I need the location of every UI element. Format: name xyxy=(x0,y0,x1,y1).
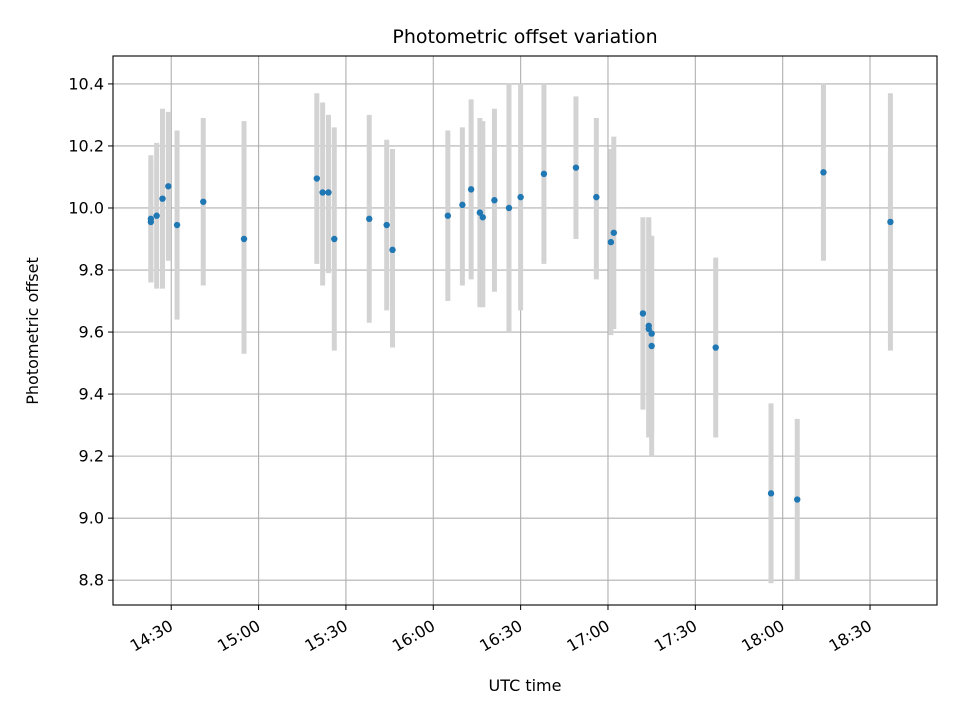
y-axis: 8.8 9.0 9.2 9.4 9.6 9.8 10.0 10.2 10.4 xyxy=(68,74,113,590)
data-point xyxy=(491,197,498,204)
data-point xyxy=(153,212,160,219)
data-point xyxy=(444,212,452,219)
y-tick-label: 10.2 xyxy=(68,136,104,155)
data-point xyxy=(467,186,475,193)
data-point xyxy=(610,229,618,236)
chart-title: Photometric offset variation xyxy=(392,26,657,48)
grid xyxy=(113,56,937,605)
data-point xyxy=(639,310,647,317)
data-point xyxy=(517,193,524,201)
data-point xyxy=(476,209,484,216)
plot-area-frame xyxy=(112,55,938,606)
y-axis-label: Photometric offset xyxy=(23,257,42,405)
y-tick-label: 9.8 xyxy=(79,261,104,280)
x-axis-label: UTC time xyxy=(489,676,562,695)
data-point xyxy=(319,189,326,196)
y-tick-label: 9.0 xyxy=(79,509,104,528)
y-tick-label: 10.4 xyxy=(68,74,104,93)
data-point xyxy=(200,198,207,205)
data-point xyxy=(712,344,719,351)
data-point xyxy=(173,221,181,229)
data-point xyxy=(607,238,615,246)
data-point xyxy=(572,164,580,171)
data-point xyxy=(887,218,894,226)
data-point xyxy=(767,490,775,497)
data-point xyxy=(325,189,332,196)
data-point xyxy=(383,221,390,229)
y-tick-label: 9.4 xyxy=(79,385,104,404)
y-tick-label: 8.8 xyxy=(79,571,104,590)
data-point xyxy=(540,170,548,178)
y-tick-label: 9.2 xyxy=(79,447,104,466)
data-point xyxy=(389,246,396,254)
data-point xyxy=(459,201,466,209)
data-point xyxy=(165,183,172,190)
data-point xyxy=(331,235,338,243)
data-point xyxy=(159,195,166,202)
data-point xyxy=(645,325,652,333)
data-point xyxy=(505,204,513,212)
data-point xyxy=(240,235,248,243)
y-tick-label: 9.6 xyxy=(79,323,104,342)
data-point xyxy=(313,175,321,182)
data-point xyxy=(147,215,155,223)
data-point xyxy=(366,215,373,223)
y-tick-label: 10.0 xyxy=(68,198,104,217)
data-point xyxy=(479,214,486,221)
data-point xyxy=(820,169,827,176)
data-point xyxy=(593,193,600,201)
data-point xyxy=(648,330,655,337)
data-point xyxy=(648,342,655,350)
data-point xyxy=(794,496,801,503)
data-points xyxy=(147,164,894,503)
